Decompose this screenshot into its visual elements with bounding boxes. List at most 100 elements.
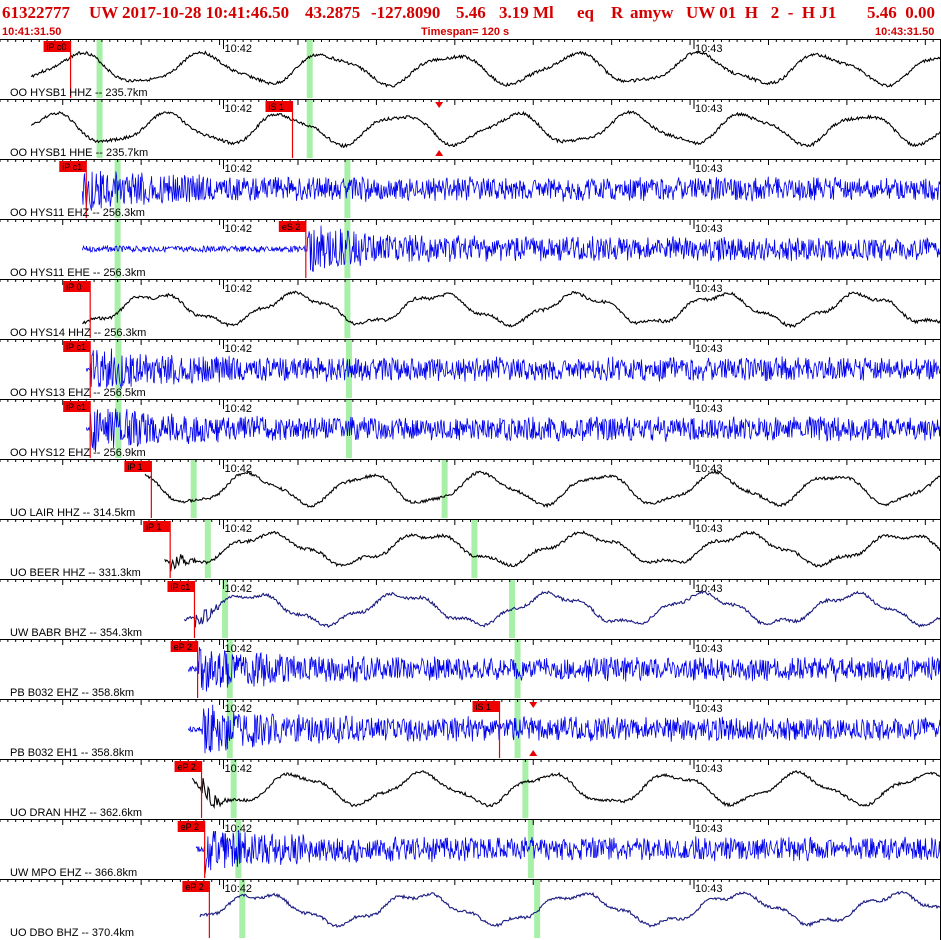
trace-row[interactable]: 10:42 10:43 eP 2 UO DRAN HHZ -- 362.6km [0,759,941,819]
channel-label: OO HYS12 EHZ -- 256.9km [10,447,146,459]
amplitude-marker-down [529,702,538,708]
phase-pick-flag[interactable] [265,101,293,112]
waveform [187,647,941,692]
phase-pick-flag[interactable] [143,521,171,532]
phase-pick-flag[interactable] [63,341,91,352]
phase-pick-flag[interactable] [63,281,91,292]
trace-row[interactable]: 10:42 10:43 iP 0 OO HYS14 HHZ -- 256.3km [0,279,941,339]
waveform [191,769,941,810]
trace-row[interactable]: 10:42 10:43 eP 2 UO DBO BHZ -- 370.4km [0,879,941,939]
minute-tick-label: 10:42 [224,163,252,175]
phase-pick-flag[interactable] [63,401,91,412]
phase-pick-flag[interactable] [177,821,205,832]
phase-pick-flag[interactable] [59,161,87,172]
trace-row[interactable]: 10:42 10:43 eS 2 OO HYS11 EHE -- 256.3km [0,219,941,279]
theoretical-arrival-marker [114,280,121,338]
theoretical-arrival-marker [441,460,448,518]
waveform [164,530,941,572]
phase-pick-label: iP 1 [146,522,161,532]
phase-pick-flag[interactable] [43,41,71,52]
minute-tick-label: 10:43 [695,43,723,55]
phase-pick-flag[interactable] [124,461,152,472]
event-longitude: -127.8090 [371,3,441,22]
event-magnitude: 3.19 Ml [499,3,554,22]
phase-pick-label: iP c1 [66,402,86,412]
minute-tick-label: 10:42 [224,643,252,655]
theoretical-arrival-marker [344,220,351,278]
theoretical-arrival-marker [190,460,197,518]
event-network: UW [89,3,119,22]
waveform [183,589,941,628]
trace-row[interactable]: 10:42 10:43 iS 1 OO HYSB1 HHE -- 235.7km [0,99,941,159]
channel-label: PB B032 EH1 -- 358.8km [10,747,134,759]
event-depth: 5.46 [456,3,486,22]
theoretical-arrival-marker [96,40,103,98]
timespan-label: Timespan= 120 s [421,26,510,38]
trace-row[interactable]: 10:42 10:43 eP 2 PB B032 EHZ -- 358.8km [0,639,941,699]
theoretical-arrival-marker [115,400,122,458]
window-end-time: 10:43:31.50 [875,26,935,38]
phase-pick-label: iP 1 [127,462,142,472]
minute-tick-label: 10:42 [224,463,252,475]
event-source-info: UW 01 H 2 - H J1 [686,3,837,22]
event-author: amyw [630,3,674,22]
theoretical-arrival-marker [239,880,246,938]
phase-pick-label: iP 0 [66,282,81,292]
minute-tick-label: 10:43 [695,343,723,355]
trace-row[interactable]: 10:42 10:43 iP c1 OO HYS12 EHZ -- 256.9km [0,399,941,459]
trace-row[interactable]: 10:42 10:43 iP 1 UO BEER HHZ -- 331.3km [0,519,941,579]
theoretical-arrival-marker [522,760,529,818]
channel-label: OO HYSB1 HHE -- 235.7km [10,147,148,159]
phase-pick-flag[interactable] [278,221,306,232]
phase-pick-label: eP 2 [185,882,203,892]
phase-pick-label: iS 1 [476,702,492,712]
phase-pick-label: eP 2 [178,762,196,772]
waveform [81,225,941,272]
theoretical-arrival-marker [96,100,103,158]
trace-row[interactable]: 10:42 10:43 iP c0 OO HYSB1 HHZ -- 235.7km [0,39,941,99]
waveform [30,109,941,149]
minute-tick-label: 10:43 [695,763,723,775]
channel-label: PB B032 EHZ -- 358.8km [10,687,134,699]
theoretical-arrival-marker [344,280,351,338]
waveform [85,408,941,453]
event-header: 61322777 UW 2017-10-28 10:41:46.50 43.28… [2,1,939,25]
theoretical-arrival-marker [230,760,237,818]
minute-tick-label: 10:43 [695,223,723,235]
trace-row[interactable]: 10:42 10:43 iP c1 OO HYS11 EHZ -- 256.3km [0,159,941,219]
phase-pick-flag[interactable] [472,701,500,712]
event-review-flag: R [611,3,624,22]
phase-pick-flag[interactable] [170,641,198,652]
theoretical-arrival-marker [306,40,313,98]
waveform [81,170,941,211]
phase-pick-label: eP 2 [174,642,192,652]
trace-row[interactable]: 10:42 10:43 eP 2 UW MPO EHZ -- 366.8km [0,819,941,879]
waveform [199,890,941,928]
phase-pick-flag[interactable] [167,581,195,592]
amplitude-marker-up [435,150,444,156]
channel-label: UW MPO EHZ -- 366.8km [10,867,137,879]
theoretical-arrival-marker [306,100,313,158]
event-quality: 5.46 0.00 [867,3,935,22]
minute-tick-label: 10:43 [695,643,723,655]
channel-label: UW BABR BHZ -- 354.3km [10,627,142,639]
minute-tick-label: 10:42 [224,703,252,715]
minute-tick-label: 10:43 [695,823,723,835]
theoretical-arrival-marker [204,520,211,578]
phase-pick-flag[interactable] [182,881,210,892]
channel-label: OO HYS13 EHZ -- 256.5km [10,387,146,399]
phase-pick-flag[interactable] [174,761,202,772]
phase-pick-label: iP c1 [66,342,86,352]
phase-pick-label: iP c1 [62,162,82,172]
trace-row[interactable]: 10:42 10:43 iP c1 OO HYS13 EHZ -- 256.5km [0,339,941,399]
minute-tick-label: 10:42 [224,223,252,235]
channel-label: OO HYSB1 HHZ -- 235.7km [10,87,148,99]
trace-row[interactable]: 10:42 10:43 iS 1 PB B032 EH1 -- 358.8km [0,699,941,759]
event-id: 61322777 [2,3,70,22]
phase-pick-label: iS 1 [268,102,284,112]
channel-label: UO DRAN HHZ -- 362.6km [10,807,142,819]
